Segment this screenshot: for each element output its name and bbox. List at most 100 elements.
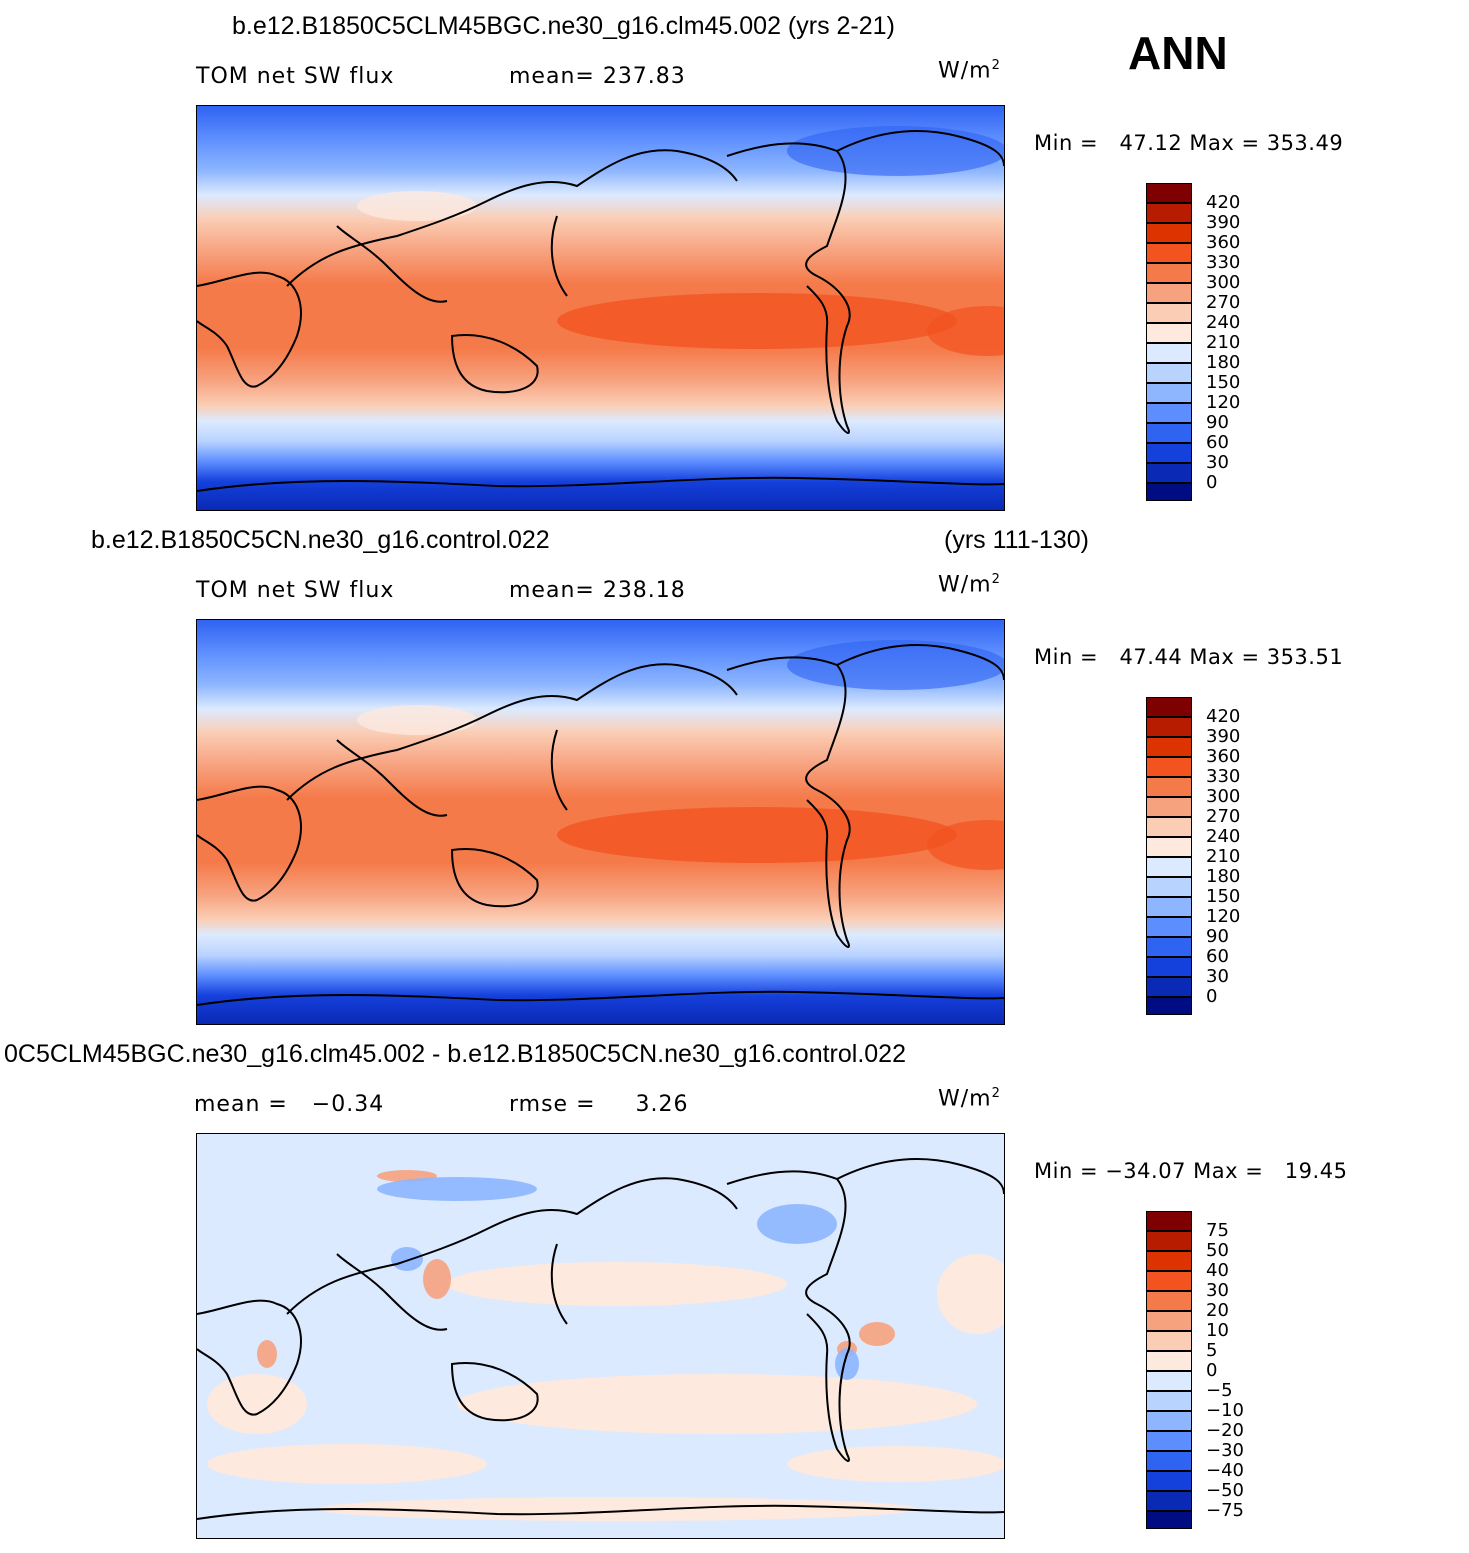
panel3-colorbar-swatch [1146, 1491, 1192, 1511]
panel2-colorbar-swatch [1146, 697, 1192, 717]
panel2-colorbar-swatch [1146, 737, 1192, 757]
panel3-colorbar-label: −10 [1206, 1400, 1244, 1421]
panel3-colorbar-label: 75 [1206, 1220, 1229, 1241]
panel3-colorbar-swatch [1146, 1471, 1192, 1491]
panel2-colorbar-label: 210 [1206, 846, 1241, 867]
panel3-colorbar-swatch [1146, 1331, 1192, 1351]
panel3-colorbar-swatch [1146, 1391, 1192, 1411]
panel2-colorbar-swatch [1146, 937, 1192, 957]
panel2-colorbar-swatch [1146, 957, 1192, 977]
panel3-colorbar-swatch [1146, 1251, 1192, 1271]
panel2-colorbar [1146, 697, 1192, 1015]
panel3-colorbar-label: 0 [1206, 1360, 1218, 1381]
panel3-colorbar-swatch [1146, 1231, 1192, 1251]
panel2-variable-label: TOM net SW flux [196, 578, 395, 603]
panel2-colorbar-label: 240 [1206, 826, 1241, 847]
panel3-colorbar-swatch [1146, 1371, 1192, 1391]
panel1-colorbar-swatch [1146, 423, 1192, 443]
panel2-colorbar-label: 90 [1206, 926, 1229, 947]
panel1-colorbar-label: 360 [1206, 232, 1241, 253]
panel1-colorbar-swatch [1146, 323, 1192, 343]
panel2-colorbar-label: 420 [1206, 706, 1241, 727]
panel1-colorbar-swatch [1146, 443, 1192, 463]
panel2-colorbar-label: 30 [1206, 966, 1229, 987]
panel1-colorbar-label: 0 [1206, 472, 1218, 493]
panel1-minmax: Min = 47.12 Max = 353.49 [1034, 131, 1344, 155]
panel1-colorbar-swatch [1146, 263, 1192, 283]
panel1-map [196, 105, 1005, 511]
panel2-colorbar-swatch [1146, 917, 1192, 937]
panel1-colorbar-label: 390 [1206, 212, 1241, 233]
panel3-map [196, 1133, 1005, 1539]
panel3-mean-label: mean = −0.34 [194, 1092, 385, 1117]
panel1-colorbar-swatch [1146, 223, 1192, 243]
panel2-colorbar-label: 0 [1206, 986, 1218, 1007]
panel1-colorbar-swatch [1146, 363, 1192, 383]
panel3-colorbar-label: −20 [1206, 1420, 1244, 1441]
panel3-colorbar-swatch [1146, 1311, 1192, 1331]
panel2-years: (yrs 111-130) [944, 526, 1089, 554]
panel2-units: W/m2 [938, 572, 1001, 598]
panel2-colorbar-swatch [1146, 837, 1192, 857]
panel3-colorbar-label: −50 [1206, 1480, 1244, 1501]
panel3-colorbar-label: 10 [1206, 1320, 1229, 1341]
panel1-colorbar-label: 240 [1206, 312, 1241, 333]
panel2-colorbar-swatch [1146, 757, 1192, 777]
panel1-colorbar-label: 30 [1206, 452, 1229, 473]
panel1-colorbar-swatch [1146, 483, 1192, 501]
panel1-colorbar-swatch [1146, 283, 1192, 303]
panel3-rmse-label: rmse = 3.26 [509, 1092, 689, 1117]
panel2-colorbar-swatch [1146, 997, 1192, 1015]
panel1-colorbar-swatch [1146, 403, 1192, 423]
panel1-title: b.e12.B1850C5CLM45BGC.ne30_g16.clm45.002… [232, 12, 895, 40]
panel3-minmax: Min = −34.07 Max = 19.45 [1034, 1159, 1348, 1183]
panel3-colorbar-swatch [1146, 1411, 1192, 1431]
panel3-colorbar-label: 5 [1206, 1340, 1218, 1361]
panel3-colorbar-label: −5 [1206, 1380, 1233, 1401]
panel3-title: 0C5CLM45BGC.ne30_g16.clm45.002 - b.e12.B… [4, 1040, 906, 1068]
panel3-units: W/m2 [938, 1086, 1001, 1112]
panel3-colorbar-label: −75 [1206, 1500, 1244, 1521]
panel1-colorbar-swatch [1146, 343, 1192, 363]
panel1-colorbar [1146, 183, 1192, 501]
panel2-colorbar-swatch [1146, 877, 1192, 897]
panel1-colorbar-label: 420 [1206, 192, 1241, 213]
panel1-colorbar-swatch [1146, 383, 1192, 403]
season-label: ANN [1128, 27, 1228, 79]
panel3-colorbar-swatch [1146, 1291, 1192, 1311]
panel2-colorbar-swatch [1146, 857, 1192, 877]
panel1-colorbar-swatch [1146, 243, 1192, 263]
panel3-colorbar-label: 50 [1206, 1240, 1229, 1261]
panel2-mean-label: mean= 238.18 [509, 578, 686, 603]
panel2-colorbar-label: 180 [1206, 866, 1241, 887]
panel2-map [196, 619, 1005, 1025]
panel1-colorbar-label: 330 [1206, 252, 1241, 273]
panel2-colorbar-label: 150 [1206, 886, 1241, 907]
panel3-colorbar-swatch [1146, 1431, 1192, 1451]
panel2-colorbar-swatch [1146, 717, 1192, 737]
panel2-colorbar-swatch [1146, 797, 1192, 817]
panel1-mean-label: mean= 237.83 [509, 64, 686, 89]
panel2-colorbar-label: 360 [1206, 746, 1241, 767]
panel3-colorbar-label: 30 [1206, 1280, 1229, 1301]
panel1-colorbar-label: 180 [1206, 352, 1241, 373]
panel1-colorbar-label: 120 [1206, 392, 1241, 413]
panel2-colorbar-label: 330 [1206, 766, 1241, 787]
panel3-colorbar-label: −30 [1206, 1440, 1244, 1461]
panel3-colorbar-swatch [1146, 1451, 1192, 1471]
panel2-colorbar-swatch [1146, 777, 1192, 797]
panel2-colorbar-label: 120 [1206, 906, 1241, 927]
panel2-minmax: Min = 47.44 Max = 353.51 [1034, 645, 1344, 669]
panel2-colorbar-swatch [1146, 977, 1192, 997]
panel2-colorbar-label: 270 [1206, 806, 1241, 827]
panel1-colorbar-swatch [1146, 303, 1192, 323]
panel2-title: b.e12.B1850C5CN.ne30_g16.control.022 [91, 526, 550, 554]
panel1-colorbar-swatch [1146, 203, 1192, 223]
panel3-colorbar-swatch [1146, 1211, 1192, 1231]
panel1-colorbar-label: 270 [1206, 292, 1241, 313]
panel1-variable-label: TOM net SW flux [196, 64, 395, 89]
panel2-colorbar-swatch [1146, 897, 1192, 917]
panel2-colorbar-label: 60 [1206, 946, 1229, 967]
panel3-colorbar-swatch [1146, 1351, 1192, 1371]
panel3-colorbar [1146, 1211, 1192, 1529]
